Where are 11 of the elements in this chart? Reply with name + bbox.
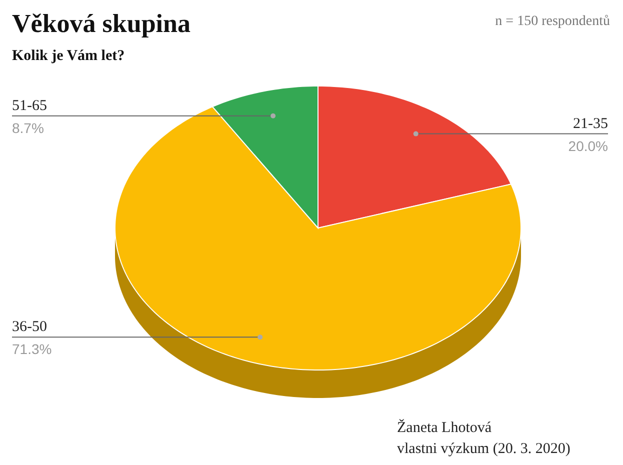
data-label: 71.3%	[12, 341, 52, 358]
data-label: 20.0%	[568, 138, 608, 154]
slice-label: 36-50	[12, 319, 47, 336]
data-label: 8.7%	[12, 120, 44, 136]
slice-label: 21-35	[573, 116, 608, 132]
chart-title: Věková skupina	[12, 9, 190, 38]
text: Žaneta Lhotová	[397, 419, 492, 436]
text: n = 150 respondentů	[495, 14, 610, 29]
slice-label: 51-65	[12, 98, 47, 114]
text: vlastni výzkum (20. 3. 2020)	[397, 441, 570, 457]
chart-subtitle: Kolik je Vám let?	[12, 48, 125, 64]
